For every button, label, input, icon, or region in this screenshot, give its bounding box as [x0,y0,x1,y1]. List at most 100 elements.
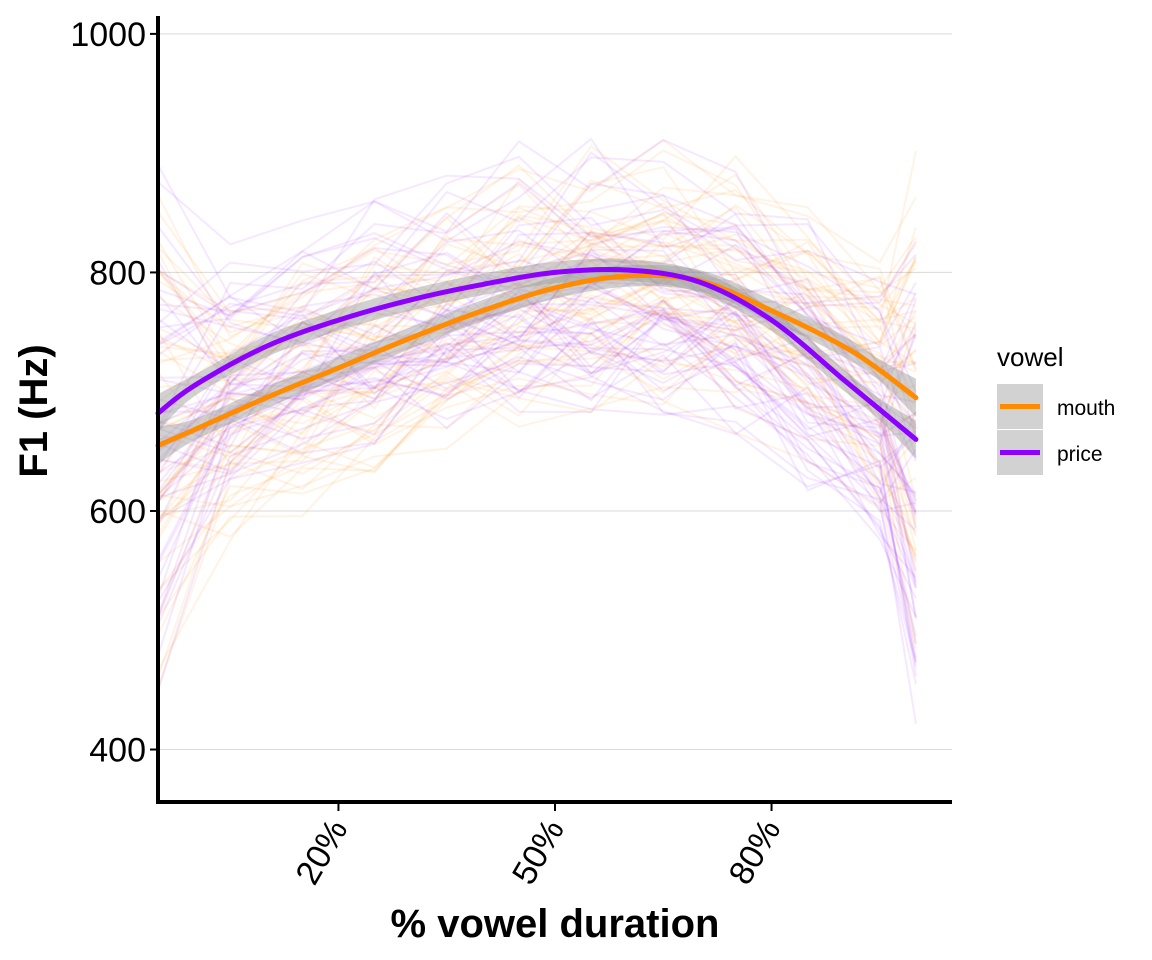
token-line-mouth [157,320,917,592]
legend-label-price: price [1057,443,1103,466]
series-line-mouth [155,272,919,448]
token-line-mouth [157,285,917,443]
x-tick-label: 80% [722,813,789,891]
confidence-ribbons [158,258,916,465]
token-line-mouth [157,278,917,558]
token-line-price [157,309,917,583]
y-tick-label: 800 [89,254,146,292]
token-line-price [157,308,917,513]
token-line-price [157,316,917,724]
token-trajectories [157,137,917,724]
token-line-price [157,269,916,441]
token-line-mouth [157,228,917,502]
token-line-price [157,156,917,374]
token-line-price [157,316,917,618]
token-line-mouth [157,177,917,344]
token-line-mouth [157,144,917,365]
token-line-price [157,280,917,644]
token-line-price [157,285,917,618]
token-line-mouth [157,348,917,671]
token-line-price [157,216,917,432]
legend-label-mouth: mouth [1057,397,1115,420]
token-line-price [157,302,917,513]
token-line-mouth [157,295,917,636]
token-line-mouth [157,166,917,404]
token-line-price [157,138,917,318]
token-line-mouth [157,331,917,524]
token-line-price [157,269,917,495]
token-line-price [157,296,917,620]
token-line-mouth [157,357,917,618]
token-line-mouth [157,206,917,389]
token-line-mouth [157,206,917,355]
token-line-price [157,306,917,506]
token-line-price [157,288,917,589]
token-line-mouth [157,273,917,535]
token-line-mouth [157,325,917,591]
token-line-mouth [157,328,917,679]
token-line-mouth [157,308,917,561]
token-line-price [157,342,917,685]
token-line-mouth [157,254,917,504]
token-line-price [157,194,917,373]
token-line-mouth [157,150,917,374]
token-line-mouth [157,241,917,458]
token-line-price [157,315,917,617]
token-line-price [157,298,917,637]
token-line-price [157,248,917,589]
token-line-price [157,340,917,662]
token-line-mouth [157,230,917,431]
token-line-mouth [157,299,917,517]
legend: vowel mouth price [997,342,1115,475]
token-line-mouth [157,298,917,615]
y-axis-title: F1 (Hz) [12,344,56,477]
token-line-price [157,281,917,470]
axes [150,16,952,811]
token-line-price [157,247,917,449]
token-line-mouth [157,230,917,495]
token-line-price [157,311,917,691]
x-tick-label: 20% [288,813,355,891]
token-line-price [157,313,917,532]
token-line-price [157,251,917,462]
token-line-price [157,231,917,427]
token-line-price [157,231,917,507]
token-line-mouth [157,264,917,442]
token-line-mouth [157,149,917,312]
token-line-mouth [157,301,917,645]
token-line-price [157,164,917,314]
token-line-price [157,240,917,426]
token-line-price [157,281,917,626]
token-line-price [157,137,917,392]
legend-title: vowel [997,342,1063,372]
x-tick-label: 50% [505,813,572,891]
token-line-price [157,297,917,659]
ribbon-price [158,258,916,459]
token-line-mouth [157,154,917,363]
token-line-price [157,339,917,495]
token-line-mouth [157,179,917,370]
token-line-price [157,303,917,571]
token-line-mouth [157,274,917,540]
token-line-mouth [157,213,917,372]
token-line-price [157,151,917,372]
token-line-price [157,285,917,430]
token-line-price [157,181,917,438]
token-line-mouth [157,240,917,495]
token-line-mouth [157,211,917,430]
token-line-price [157,311,917,677]
token-line-price [157,182,917,403]
token-line-mouth [157,249,917,496]
token-line-mouth [157,306,917,564]
token-line-price [157,308,917,599]
token-line-price [157,311,917,525]
smooth-lines [155,266,919,448]
y-tick-label: 400 [89,732,146,770]
token-line-mouth [157,299,917,576]
token-line-price [157,307,917,586]
token-line-mouth [157,138,917,340]
y-tick-label: 1000 [70,16,146,54]
x-axis-title: % vowel duration [391,902,720,946]
token-line-mouth [157,284,917,502]
